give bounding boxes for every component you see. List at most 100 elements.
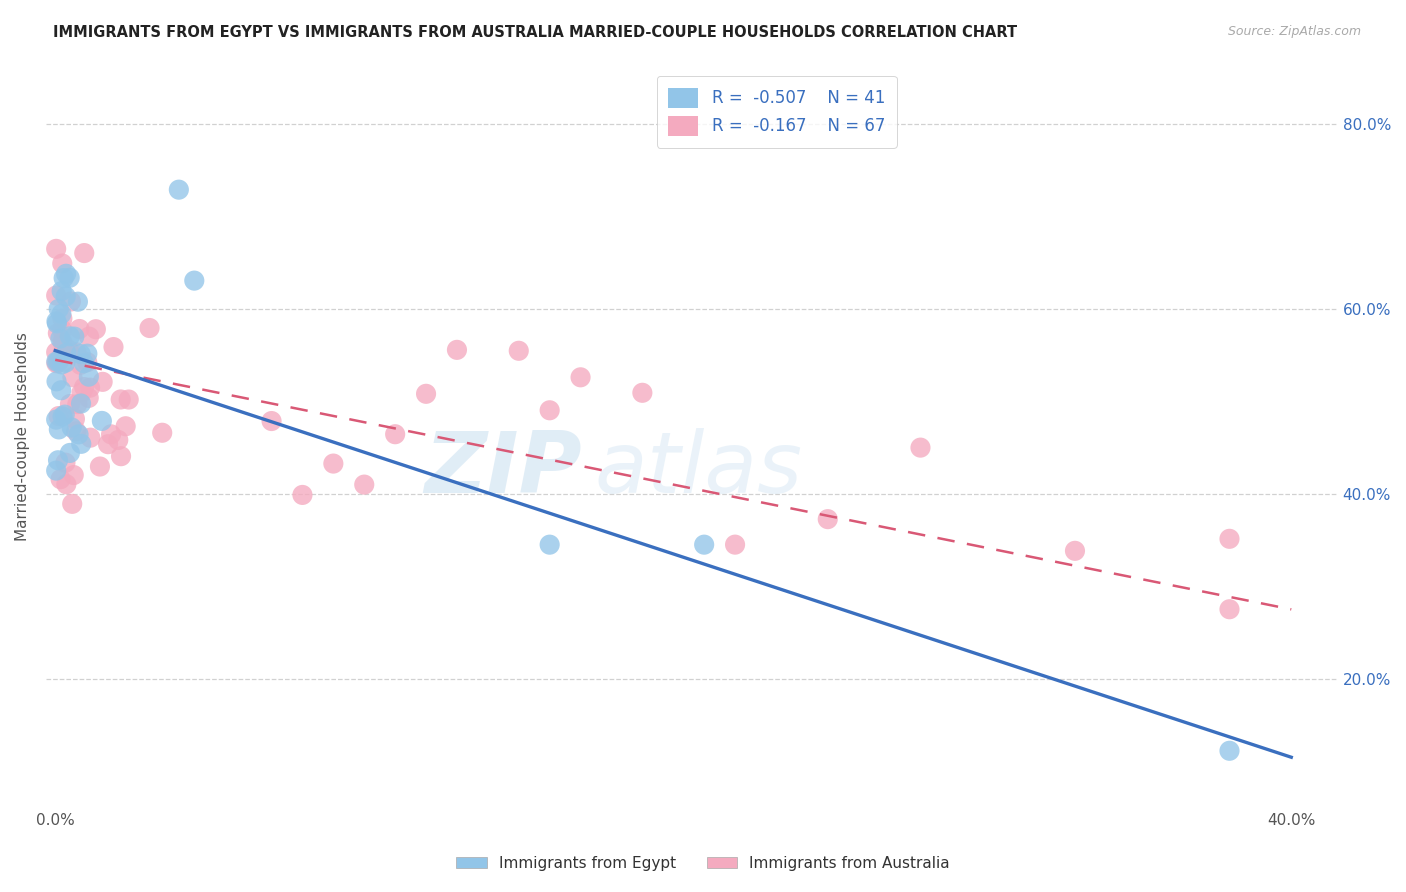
- Point: [77, 391, 100, 405]
- Point: [51, 307, 73, 321]
- Point: [59, 294, 82, 309]
- Point: [73, 356, 96, 370]
- Point: [76, 355, 98, 369]
- Point: [114, 419, 136, 434]
- Point: [110, 449, 132, 463]
- Point: [384, 427, 406, 442]
- Point: [183, 274, 205, 288]
- Point: [79, 381, 101, 395]
- Point: [49, 351, 72, 366]
- Point: [103, 340, 125, 354]
- Point: [118, 392, 141, 407]
- Point: [538, 403, 561, 417]
- Point: [167, 183, 190, 197]
- Point: [51, 384, 73, 398]
- Point: [73, 380, 96, 394]
- Point: [49, 332, 72, 346]
- Point: [693, 538, 716, 552]
- Point: [46, 453, 69, 467]
- Point: [55, 356, 77, 370]
- Point: [63, 329, 86, 343]
- Point: [60, 420, 83, 434]
- Point: [55, 477, 77, 491]
- Point: [84, 322, 107, 336]
- Point: [79, 431, 101, 445]
- Point: [46, 354, 69, 368]
- Point: [59, 329, 82, 343]
- Point: [76, 347, 98, 361]
- Point: [69, 347, 91, 361]
- Point: [1064, 544, 1087, 558]
- Point: [45, 314, 67, 328]
- Point: [55, 289, 77, 303]
- Point: [59, 270, 82, 285]
- Point: [65, 425, 87, 439]
- Point: [45, 356, 67, 370]
- Point: [1218, 602, 1240, 616]
- Point: [66, 294, 89, 309]
- Point: [46, 326, 69, 340]
- Point: [51, 284, 73, 298]
- Point: [77, 369, 100, 384]
- Point: [55, 456, 77, 470]
- Point: [817, 512, 839, 526]
- Text: Source: ZipAtlas.com: Source: ZipAtlas.com: [1227, 25, 1361, 38]
- Point: [73, 246, 96, 260]
- Point: [100, 427, 122, 442]
- Point: [60, 497, 83, 511]
- Legend: R =  -0.507    N = 41, R =  -0.167    N = 67: R = -0.507 N = 41, R = -0.167 N = 67: [657, 76, 897, 147]
- Point: [53, 408, 76, 422]
- Point: [55, 267, 77, 281]
- Point: [322, 457, 344, 471]
- Point: [51, 358, 73, 372]
- Point: [62, 468, 84, 483]
- Text: ZIP: ZIP: [425, 428, 582, 511]
- Point: [51, 335, 73, 350]
- Point: [91, 375, 114, 389]
- Point: [97, 437, 120, 451]
- Text: IMMIGRANTS FROM EGYPT VS IMMIGRANTS FROM AUSTRALIA MARRIED-COUPLE HOUSEHOLDS COR: IMMIGRANTS FROM EGYPT VS IMMIGRANTS FROM…: [53, 25, 1018, 40]
- Point: [291, 488, 314, 502]
- Point: [52, 271, 75, 285]
- Point: [138, 321, 160, 335]
- Point: [48, 301, 70, 316]
- Point: [49, 472, 72, 486]
- Point: [51, 346, 73, 360]
- Point: [631, 385, 654, 400]
- Point: [51, 323, 73, 337]
- Point: [48, 409, 70, 423]
- Point: [45, 354, 67, 368]
- Point: [45, 464, 67, 478]
- Point: [77, 329, 100, 343]
- Point: [70, 385, 93, 400]
- Point: [63, 412, 86, 426]
- Point: [260, 414, 283, 428]
- Point: [1218, 744, 1240, 758]
- Point: [51, 256, 73, 270]
- Point: [58, 343, 80, 357]
- Point: [62, 370, 84, 384]
- Legend: Immigrants from Egypt, Immigrants from Australia: Immigrants from Egypt, Immigrants from A…: [450, 850, 956, 877]
- Point: [1218, 532, 1240, 546]
- Point: [538, 538, 561, 552]
- Point: [45, 242, 67, 256]
- Point: [508, 343, 530, 358]
- Point: [59, 397, 82, 411]
- Point: [150, 425, 173, 440]
- Point: [59, 446, 82, 460]
- Point: [107, 433, 129, 447]
- Point: [910, 441, 932, 455]
- Point: [66, 397, 89, 411]
- Point: [55, 346, 77, 360]
- Point: [45, 412, 67, 426]
- Point: [46, 356, 69, 370]
- Point: [89, 459, 111, 474]
- Y-axis label: Married-couple Households: Married-couple Households: [15, 332, 30, 541]
- Point: [70, 437, 93, 451]
- Point: [48, 422, 70, 436]
- Point: [724, 538, 747, 552]
- Point: [353, 477, 375, 491]
- Point: [65, 345, 87, 359]
- Point: [45, 288, 67, 302]
- Point: [69, 322, 91, 336]
